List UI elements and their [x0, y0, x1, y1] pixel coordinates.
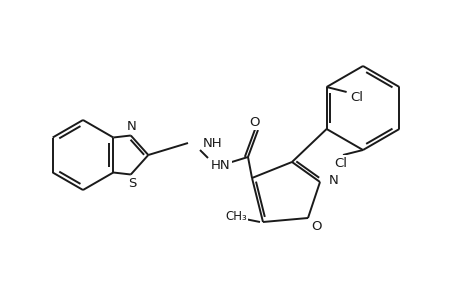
Text: N: N	[328, 175, 338, 188]
Text: Cl: Cl	[334, 157, 347, 169]
Text: O: O	[249, 116, 260, 128]
Text: CH₃: CH₃	[225, 211, 246, 224]
Text: Cl: Cl	[350, 91, 363, 103]
Text: N: N	[127, 120, 136, 133]
Text: S: S	[129, 177, 137, 190]
Text: O: O	[310, 220, 321, 233]
Text: HN: HN	[211, 158, 230, 172]
Text: NH: NH	[202, 136, 222, 149]
